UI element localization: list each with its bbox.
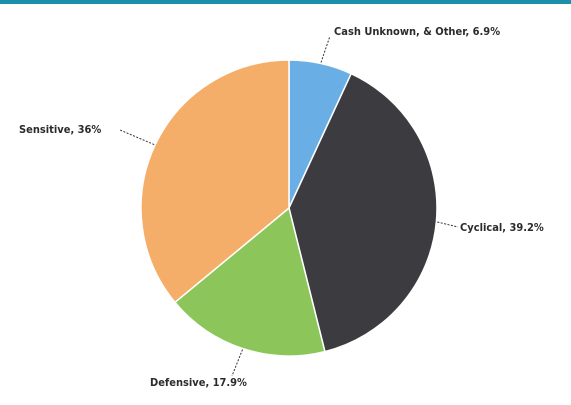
leader-defensive — [231, 349, 243, 377]
label-cyclical: Cyclical, 39.2% — [460, 221, 544, 234]
label-defensive: Defensive, 17.9% — [150, 376, 247, 389]
top-accent-bar — [0, 0, 571, 4]
leader-lines — [119, 35, 459, 377]
pie-slices — [140, 59, 438, 357]
leader-sensitive — [119, 129, 155, 146]
label-sensitive: Sensitive, 36% — [19, 123, 101, 136]
leader-cash-unknown-other — [320, 35, 331, 63]
pie-slice-cyclical — [288, 72, 438, 353]
leader-cyclical — [437, 221, 459, 228]
pie-slice-sensitive — [140, 59, 290, 304]
pie-slice-defensive — [173, 206, 326, 357]
label-cash-unknown-other: Cash Unknown, & Other, 6.9% — [334, 25, 500, 38]
slice-labels: Cash Unknown, & Other, 6.9% Cyclical, 39… — [19, 25, 544, 389]
